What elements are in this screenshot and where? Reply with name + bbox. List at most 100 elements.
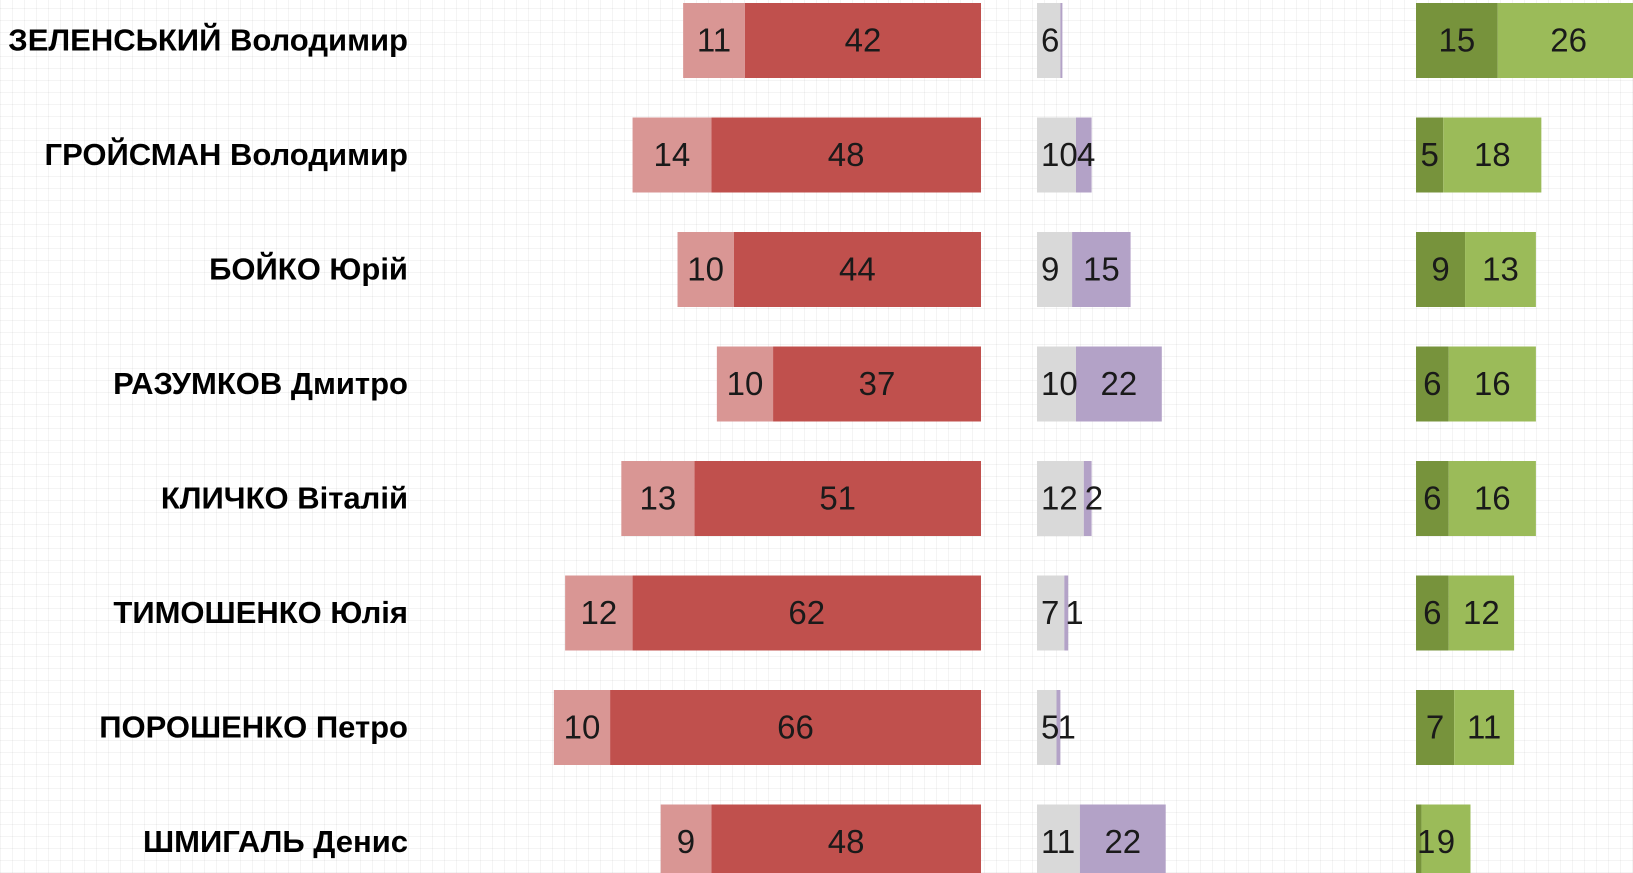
category-label: ШМИГАЛЬ Денис (143, 824, 408, 859)
data-label-middle-grey: 9 (1041, 251, 1059, 288)
bar-left-dark (744, 3, 981, 78)
data-label-middle-grey: 6 (1041, 22, 1059, 59)
data-label-right-light: 9 (1437, 823, 1455, 860)
data-label-left-light: 9 (677, 823, 695, 860)
bar-right-dark (1416, 3, 1498, 78)
bar-left-light (553, 690, 611, 765)
bar-middle-grey (1037, 3, 1061, 78)
data-label-middle-grey: 7 (1041, 594, 1059, 631)
bar-right-light (1443, 117, 1542, 193)
data-label-left-light: 10 (687, 251, 724, 288)
category-label: РАЗУМКОВ Дмитро (113, 366, 408, 401)
bar-right-light (1421, 804, 1471, 873)
bar-left-light (565, 575, 633, 651)
bar-right-dark (1416, 575, 1449, 651)
data-label-middle-purple: 22 (1104, 823, 1141, 860)
bar-middle-purple (1076, 117, 1092, 193)
bar-right-light (1454, 690, 1515, 765)
data-label-middle-grey: 10 (1041, 365, 1078, 402)
bar-right-light (1497, 3, 1633, 78)
bar-middle-grey (1037, 346, 1076, 422)
category-label: ЗЕЛЕНСЬКИЙ Володимир (8, 22, 408, 58)
bar-right-dark (1416, 232, 1466, 307)
data-label-right-light: 12 (1463, 594, 1500, 631)
data-label-middle-grey: 11 (1041, 823, 1075, 860)
data-label-right-light: 13 (1482, 251, 1519, 288)
bar-middle-purple (1083, 461, 1092, 536)
bar-left-dark (610, 690, 981, 765)
data-label-right-dark: 7 (1426, 709, 1444, 746)
category-label: ПОРОШЕНКО Петро (99, 710, 408, 745)
data-label-left-dark: 51 (819, 480, 856, 517)
bar-middle-grey (1037, 804, 1080, 873)
bar-right-light (1448, 575, 1515, 651)
data-label-left-dark: 66 (777, 709, 814, 746)
data-label-middle-purple: 1 (1058, 709, 1076, 746)
bar-right-dark (1416, 346, 1449, 422)
data-label-middle-grey: 5 (1041, 709, 1059, 746)
data-label-right-dark: 6 (1423, 480, 1441, 517)
data-label-right-dark: 5 (1420, 136, 1438, 173)
category-label: ТИМОШЕНКО Юлія (113, 595, 408, 630)
bar-middle-grey (1037, 575, 1065, 651)
bar-middle-purple (1064, 575, 1069, 651)
bar-right-light (1448, 461, 1536, 536)
bar-left-dark (733, 232, 981, 307)
data-label-left-dark: 48 (828, 136, 865, 173)
category-label: БОЙКО Юрій (209, 251, 408, 287)
data-label-left-dark: 48 (828, 823, 865, 860)
bar-left-dark (711, 117, 981, 193)
bar-middle-purple (1079, 804, 1166, 873)
bar-right-dark (1416, 804, 1422, 873)
data-label-right-dark: 9 (1431, 251, 1449, 288)
data-label-left-light: 11 (697, 22, 731, 59)
bar-left-light (677, 232, 734, 307)
data-label-right-light: 16 (1474, 365, 1511, 402)
bar-middle-grey (1037, 690, 1057, 765)
bar-left-light (660, 804, 712, 873)
bar-left-dark (711, 804, 981, 873)
category-label: КЛИЧКО Віталій (161, 481, 408, 516)
data-label-middle-purple: 1 (1065, 594, 1083, 631)
data-label-right-light: 26 (1550, 22, 1587, 59)
data-label-left-light: 14 (654, 136, 691, 173)
bar-left-dark (773, 346, 981, 422)
data-label-middle-grey: 12 (1041, 480, 1078, 517)
data-label-middle-grey: 10 (1041, 136, 1078, 173)
bar-left-light (683, 3, 745, 78)
data-label-middle-purple: 2 (1085, 480, 1103, 517)
data-label-right-light: 18 (1474, 136, 1511, 173)
bar-middle-purple (1072, 232, 1131, 307)
data-label-right-dark: 1 (1417, 823, 1435, 860)
data-label-left-dark: 44 (839, 251, 876, 288)
data-label-left-light: 10 (564, 709, 601, 746)
data-label-right-light: 16 (1474, 480, 1511, 517)
data-label-right-dark: 6 (1423, 594, 1441, 631)
category-label: ГРОЙСМАН Володимир (45, 136, 408, 172)
bar-left-dark (694, 461, 981, 536)
bar-right-dark (1416, 690, 1455, 765)
bar-left-dark (632, 575, 981, 651)
bar-middle-purple (1076, 346, 1162, 422)
bar-middle-grey (1037, 461, 1084, 536)
bar-right-dark (1416, 117, 1444, 193)
data-label-left-dark: 62 (788, 594, 825, 631)
bar-middle-grey (1037, 117, 1076, 193)
data-label-middle-purple: 22 (1101, 365, 1138, 402)
data-label-right-dark: 6 (1423, 365, 1441, 402)
bar-right-dark (1416, 461, 1449, 536)
data-label-left-light: 10 (727, 365, 764, 402)
bar-middle-purple (1056, 690, 1061, 765)
data-label-left-light: 13 (639, 480, 676, 517)
data-label-left-light: 12 (580, 594, 617, 631)
data-label-left-dark: 42 (845, 22, 882, 59)
data-label-middle-purple: 4 (1077, 136, 1095, 173)
data-label-left-dark: 37 (859, 365, 896, 402)
bar-right-light (1465, 232, 1536, 307)
data-label-right-light: 11 (1467, 709, 1501, 746)
bar-left-light (621, 461, 695, 536)
bar-middle-grey (1037, 232, 1073, 307)
data-label-middle-purple: 15 (1083, 251, 1120, 288)
